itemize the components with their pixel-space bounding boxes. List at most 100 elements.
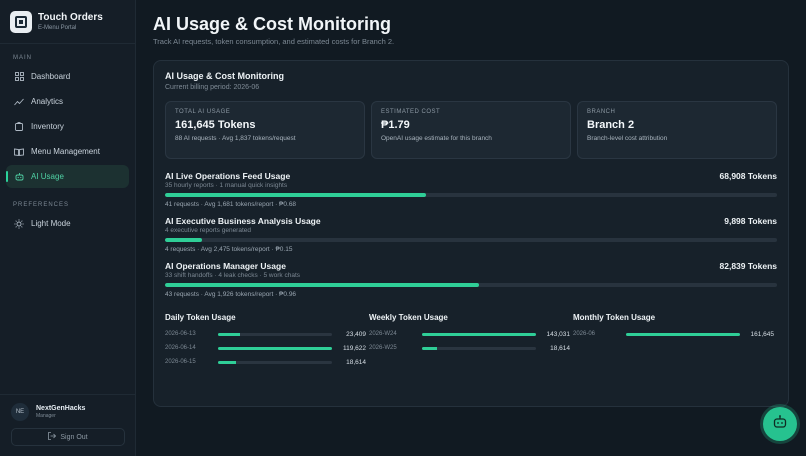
ai-assistant-button[interactable] <box>763 407 797 441</box>
trend-bar <box>218 332 332 336</box>
grid-icon <box>14 72 24 82</box>
trend-title: Weekly Token Usage <box>369 313 448 322</box>
sidebar: Touch Orders E-Menu Portal MAIN Dashboar… <box>0 0 136 456</box>
trend-label: 2026-W24 <box>369 331 397 337</box>
usage-meta: 4 requests · Avg 2,475 tokens/report · ₱… <box>165 246 293 253</box>
card-label: BRANCH <box>587 109 616 115</box>
card-note: OpenAI usage estimate for this branch <box>381 135 492 142</box>
card-note: Branch-level cost attribution <box>587 135 668 142</box>
trend-fill <box>626 332 740 336</box>
trend-value: 119,622 <box>342 344 366 352</box>
card-value: Branch 2 <box>587 119 635 131</box>
sidebar-item-ai-usage[interactable]: AI Usage <box>6 165 129 188</box>
sign-out-button[interactable]: Sign Out <box>11 428 125 446</box>
sidebar-item-inventory[interactable]: Inventory <box>6 115 129 138</box>
trend-row: 2026-06 161,645 <box>573 327 777 341</box>
usage-tokens: 9,898 Tokens <box>724 216 777 226</box>
trend-label: 2026-W25 <box>369 345 397 351</box>
usage-subtitle: 35 hourly reports · 1 manual quick insig… <box>165 182 288 189</box>
usage-progress-fill <box>165 193 426 197</box>
trend-label: 2026-06 <box>573 331 596 337</box>
robot-icon <box>773 415 787 433</box>
user-name: NextGenHacks <box>36 405 86 412</box>
trend-bar <box>422 332 536 336</box>
usage-name: AI Live Operations Feed Usage <box>165 171 291 181</box>
sidebar-item-light-mode[interactable]: Light Mode <box>6 212 129 235</box>
sidebar-item-label: Dashboard <box>31 72 71 81</box>
trend-row: 2026-06-14 119,622 <box>165 341 369 355</box>
total-usage-card: TOTAL AI USAGE 161,645 Tokens 88 AI requ… <box>165 101 365 159</box>
usage-subtitle: 33 shift handoffs · 4 leak checks · 5 wo… <box>165 272 301 279</box>
book-icon <box>14 147 24 157</box>
usage-progress-bar <box>165 283 777 287</box>
usage-live-operations: AI Live Operations Feed Usage 68,908 Tok… <box>165 171 777 208</box>
usage-name: AI Operations Manager Usage <box>165 261 286 271</box>
usage-tokens: 82,839 Tokens <box>719 261 778 271</box>
sidebar-item-label: AI Usage <box>31 172 64 181</box>
card-label: TOTAL AI USAGE <box>175 109 231 115</box>
card-note: 88 AI requests · Avg 1,837 tokens/reques… <box>175 135 296 142</box>
trend-bar <box>218 360 332 364</box>
sign-out-icon <box>48 432 57 442</box>
trend-value: 18,614 <box>346 358 366 366</box>
trend-row: 2026-W24 143,031 <box>369 327 573 341</box>
panel-title: AI Usage & Cost Monitoring <box>165 71 284 81</box>
sidebar-item-dashboard[interactable]: Dashboard <box>6 65 129 88</box>
trend-title: Daily Token Usage <box>165 313 236 322</box>
usage-progress-bar <box>165 238 777 242</box>
summary-cards: TOTAL AI USAGE 161,645 Tokens 88 AI requ… <box>165 101 777 159</box>
trend-fill <box>218 346 332 350</box>
main-nav: Dashboard Analytics Inventory Menu Manag… <box>0 65 135 188</box>
usage-meta: 43 requests · Avg 1,926 tokens/report · … <box>165 291 297 298</box>
box-icon <box>14 122 24 132</box>
trend-fill <box>422 346 437 350</box>
brand-logo-icon <box>10 10 32 33</box>
trend-value: 23,409 <box>346 330 366 338</box>
estimated-cost-card: ESTIMATED COST ₱1.79 OpenAI usage estima… <box>371 101 571 159</box>
card-value: 161,645 Tokens <box>175 119 256 131</box>
trend-row: 2026-W25 18,614 <box>369 341 573 355</box>
trend-label: 2026-06-15 <box>165 359 196 365</box>
avatar: NE <box>11 403 29 421</box>
brand-subtitle: E-Menu Portal <box>38 24 77 31</box>
trend-fill <box>218 332 241 336</box>
page-title: AI Usage & Cost Monitoring <box>153 14 391 34</box>
usage-subtitle: 4 executive reports generated <box>165 227 251 234</box>
usage-tokens: 68,908 Tokens <box>719 171 778 181</box>
trend-row: 2026-06-15 18,614 <box>165 355 369 369</box>
trend-fill <box>422 332 536 336</box>
usage-progress-fill <box>165 283 479 287</box>
sidebar-item-label: Menu Management <box>31 147 100 156</box>
trend-value: 143,031 <box>546 330 571 338</box>
trend-row: 2026-06-13 23,409 <box>165 327 369 341</box>
weekly-token-usage: Weekly Token Usage 2026-W24 143,031 2026… <box>369 313 573 369</box>
trend-icon <box>14 97 24 107</box>
user-panel: NE NextGenHacks Manager Sign Out <box>0 394 136 456</box>
trend-bar <box>626 332 740 336</box>
branch-card: BRANCH Branch 2 Branch-level cost attrib… <box>577 101 777 159</box>
usage-progress-fill <box>165 238 203 242</box>
card-value: ₱1.79 <box>381 119 410 131</box>
sidebar-item-label: Light Mode <box>31 219 71 228</box>
usage-meta: 41 requests · Avg 1,681 tokens/report · … <box>165 201 297 208</box>
sidebar-item-menu-management[interactable]: Menu Management <box>6 140 129 163</box>
daily-token-usage: Daily Token Usage 2026-06-13 23,409 2026… <box>165 313 369 369</box>
token-trends: Daily Token Usage 2026-06-13 23,409 2026… <box>165 313 777 369</box>
preferences-nav: Light Mode <box>0 212 135 235</box>
billing-period: Current billing period: 2026-06 <box>165 84 260 91</box>
user-role: Manager <box>36 413 56 419</box>
usage-operations-manager: AI Operations Manager Usage 82,839 Token… <box>165 261 777 298</box>
trend-label: 2026-06-14 <box>165 345 196 351</box>
card-label: ESTIMATED COST <box>381 109 441 115</box>
nav-section-main: MAIN <box>13 55 32 61</box>
trend-bar <box>422 346 536 350</box>
nav-section-preferences: PREFERENCES <box>13 202 70 208</box>
sign-out-label: Sign Out <box>60 433 88 441</box>
robot-icon <box>14 172 24 182</box>
trend-value: 18,614 <box>550 344 570 352</box>
sidebar-item-analytics[interactable]: Analytics <box>6 90 129 113</box>
monthly-token-usage: Monthly Token Usage 2026-06 161,645 <box>573 313 777 369</box>
brand[interactable]: Touch Orders E-Menu Portal <box>0 0 135 44</box>
trend-title: Monthly Token Usage <box>573 313 656 322</box>
main-content: AI Usage & Cost Monitoring Track AI requ… <box>136 0 806 456</box>
